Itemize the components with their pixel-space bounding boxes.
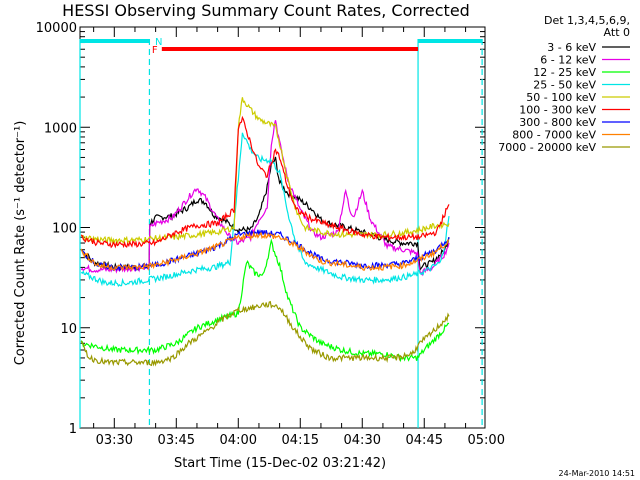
y-tick-label: 100 [52, 222, 77, 237]
axis-ticks [80, 27, 485, 429]
timestamp: 24-Mar-2010 14:51 [559, 469, 636, 478]
series-line [80, 120, 450, 277]
series-line [80, 230, 450, 272]
chart-title: HESSI Observing Summary Count Rates, Cor… [62, 1, 470, 20]
y-axis-title: Corrected Count Rate (s⁻¹ detector⁻¹) [13, 121, 28, 366]
series-line [80, 238, 450, 363]
x-tick-label: 04:30 [344, 433, 381, 448]
x-tick-label: 04:15 [282, 433, 319, 448]
legend-entry: 100 - 300 keV [519, 104, 596, 117]
x-tick-label: 03:45 [158, 433, 195, 448]
series-line [80, 115, 450, 249]
legend-entry: 50 - 100 keV [526, 91, 596, 104]
y-tick-label: 1 [69, 422, 77, 437]
series-line [80, 132, 450, 287]
x-tick-label: 04:45 [406, 433, 443, 448]
y-tick-label: 10000 [36, 21, 77, 36]
flag-bars: NF [80, 37, 483, 56]
x-tick-label: 04:00 [220, 433, 257, 448]
y-tick-labels: 1 10 100 1000 10000 [36, 21, 77, 437]
flag-label: F [152, 45, 158, 56]
legend-entry: 12 - 25 keV [533, 66, 596, 79]
legend-header: Det 1,3,4,5,6,9, [544, 14, 630, 27]
legend-entry: 25 - 50 keV [533, 79, 596, 92]
legend-entry: 3 - 6 keV [547, 41, 596, 54]
x-tick-label: 05:00 [468, 433, 505, 448]
y-tick-label: 1000 [44, 121, 77, 136]
y-tick-label: 10 [60, 322, 77, 337]
legend-entry: 800 - 7000 keV [512, 129, 596, 142]
x-axis-title: Start Time (15-Dec-02 03:21:42) [174, 456, 386, 471]
legend-entry: 7000 - 20000 keV [498, 141, 596, 154]
x-tick-labels: 03:30 03:45 04:00 04:15 04:30 04:45 05:00 [96, 433, 505, 448]
x-tick-label: 03:30 [96, 433, 133, 448]
flag-label: N [155, 37, 162, 48]
series-line [80, 97, 450, 245]
legend-entry: 300 - 800 keV [519, 116, 596, 129]
series-lines [80, 97, 450, 367]
legend-header: Att 0 [604, 26, 630, 39]
legend-entry: 6 - 12 keV [540, 54, 596, 67]
series-line [80, 300, 450, 367]
